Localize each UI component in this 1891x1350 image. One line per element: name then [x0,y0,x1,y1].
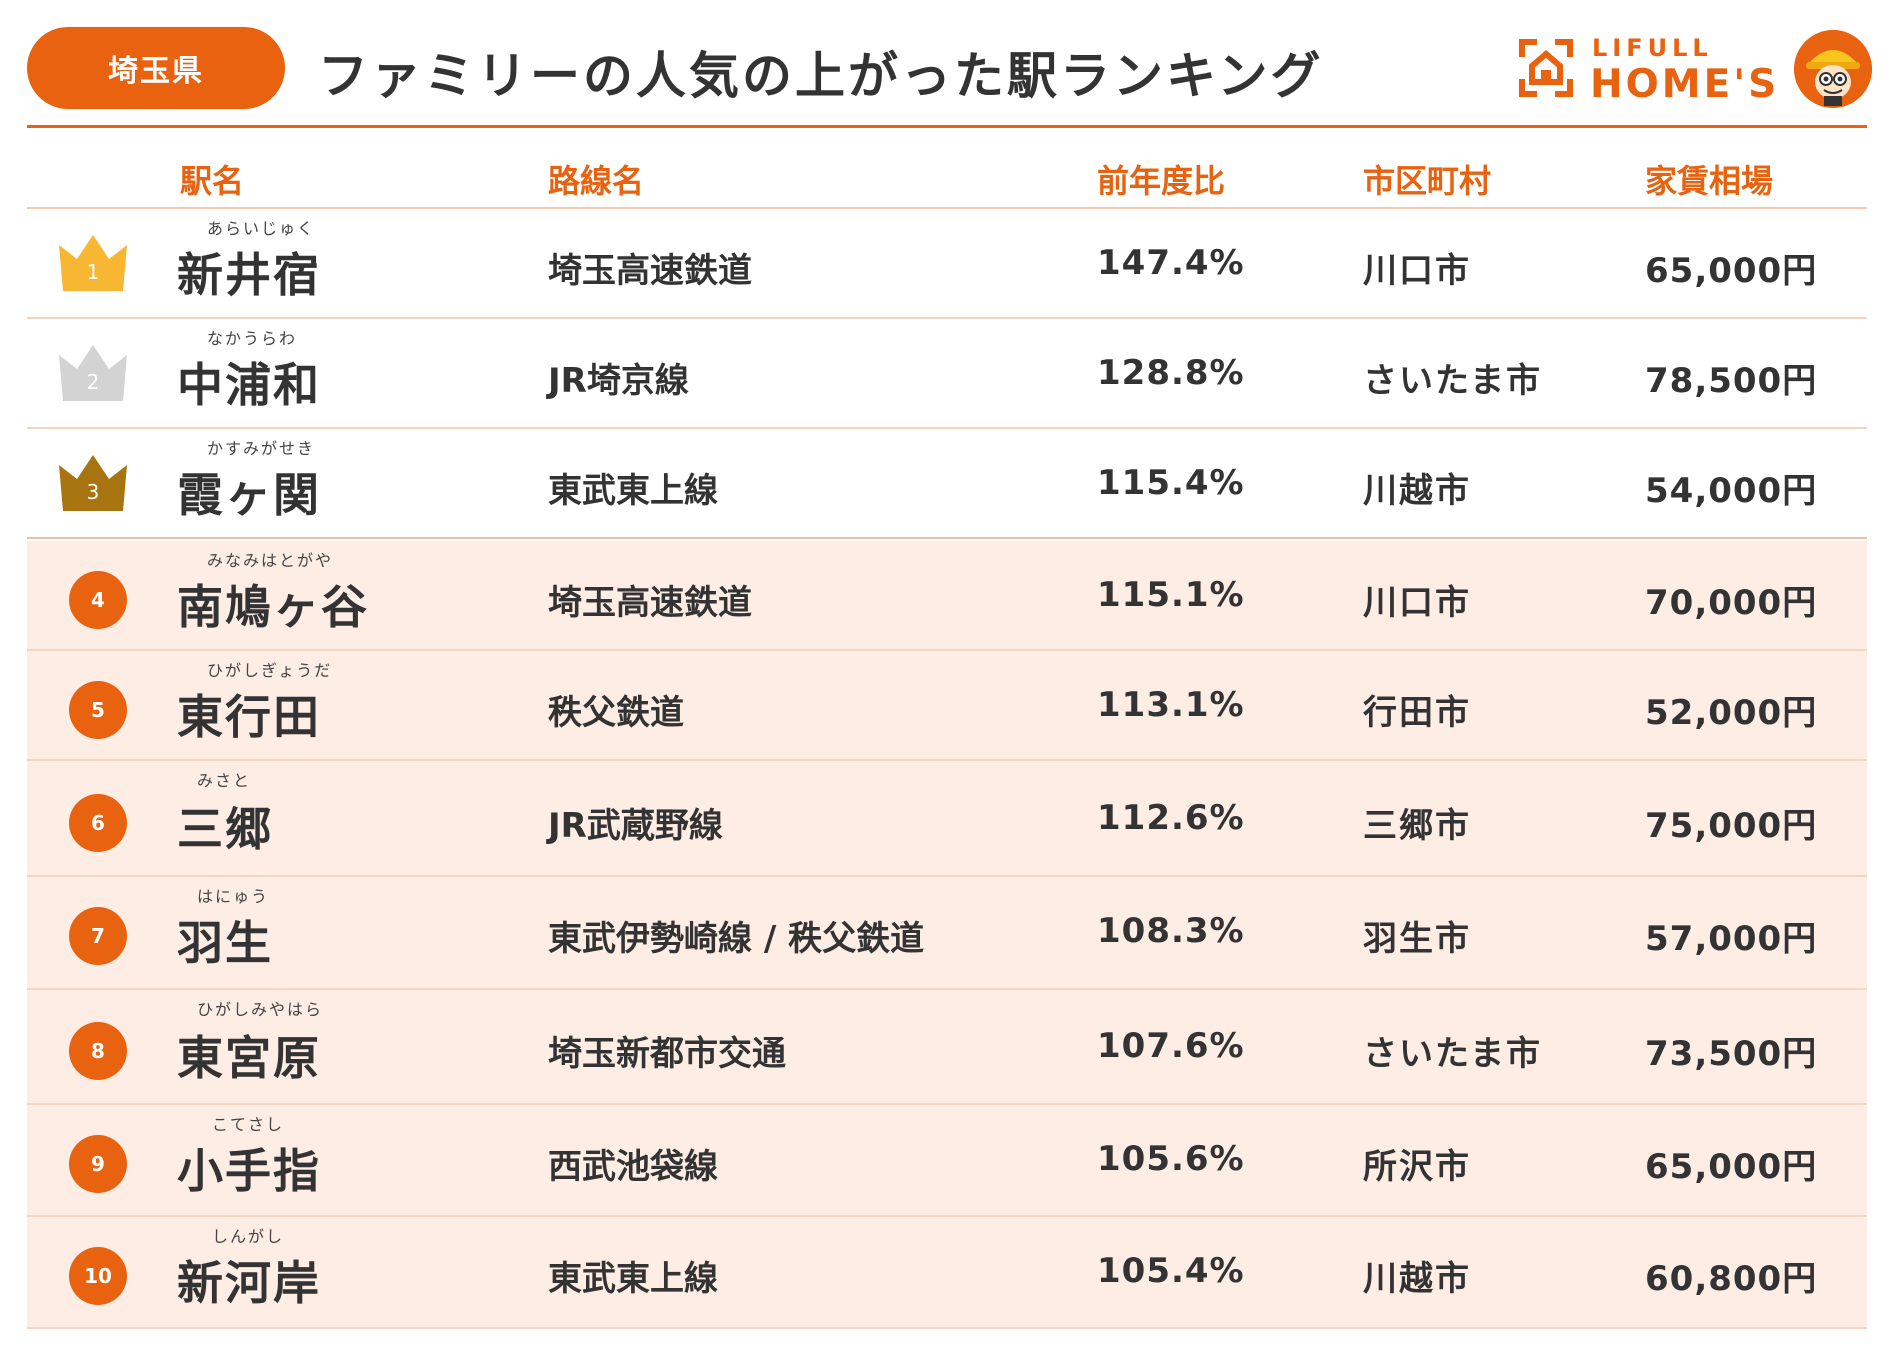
station-name: 三郷 [177,802,273,856]
line-name: JR武蔵野線 [548,806,723,846]
mascot-avatar [1794,30,1872,108]
line-name: 東武東上線 [548,1259,718,1299]
column-header-divider [27,207,1867,209]
header-divider [27,125,1867,128]
table-row: 4 みなみはとがや 南鳩ヶ谷 埼玉高速鉄道 115.1% 川口市 70,000円 [27,541,1867,651]
line-name: 西武池袋線 [548,1147,718,1187]
line-name: 秩父鉄道 [548,693,684,733]
table-row: 2 なかうらわ 中浦和 JR埼京線 128.8% さいたま市 78,500円 [27,319,1867,429]
line-name: 埼玉新都市交通 [548,1034,786,1074]
station-name: 東宮原 [177,1031,321,1085]
column-header-rent: 家賃相場 [1645,162,1774,200]
year-over-year-rate: 115.4% [1097,463,1245,503]
table-row: 10 しんがし 新河岸 東武東上線 105.4% 川越市 60,800円 [27,1217,1867,1329]
station-furigana: こてさし [212,1115,285,1134]
rent-price: 52,000円 [1645,693,1818,733]
city-name: 三郷市 [1363,806,1471,846]
logo-text-homes: HOME'S [1590,62,1780,107]
header: 埼玉県 ファミリーの人気の上がった駅ランキング LIFULL HOME'S [0,0,1891,128]
station-name: 新井宿 [177,248,321,302]
year-over-year-rate: 112.6% [1097,798,1245,838]
city-name: さいたま市 [1363,361,1542,401]
station-name: 新河岸 [177,1256,321,1310]
city-name: さいたま市 [1363,1034,1542,1074]
house-logo-icon [1519,39,1573,97]
table-row: 8 ひがしみやはら 東宮原 埼玉新都市交通 107.6% さいたま市 73,50… [27,990,1867,1105]
rank-badge: 6 [69,794,127,852]
rent-price: 73,500円 [1645,1034,1818,1074]
station-furigana: あらいじゅく [207,219,316,238]
table-row: 1 あらいじゅく 新井宿 埼玉高速鉄道 147.4% 川口市 65,000円 [27,209,1867,319]
station-name: 南鳩ヶ谷 [177,580,369,634]
rent-price: 70,000円 [1645,583,1818,623]
year-over-year-rate: 115.1% [1097,575,1245,615]
city-name: 羽生市 [1363,919,1471,959]
year-over-year-rate: 108.3% [1097,911,1245,951]
station-name: 小手指 [177,1144,321,1198]
station-furigana: かすみがせき [207,439,316,458]
gold-crown-icon: 1 [59,235,127,291]
station-name: 羽生 [177,916,273,970]
rank-badge: 7 [69,907,127,965]
city-name: 川越市 [1363,471,1471,511]
silver-crown-icon: 2 [59,345,127,401]
line-name: 東武東上線 [548,471,718,511]
rent-price: 57,000円 [1645,919,1818,959]
station-name: 霞ヶ関 [177,468,321,522]
rank-badge: 10 [69,1247,127,1305]
rent-price: 65,000円 [1645,251,1818,291]
rank-badge: 5 [69,681,127,739]
station-furigana: みなみはとがや [207,551,334,570]
bronze-crown-icon: 3 [59,455,127,511]
column-header-station: 駅名 [180,162,245,200]
line-name: 埼玉高速鉄道 [548,251,752,291]
page-title: ファミリーの人気の上がった駅ランキング [318,47,1324,105]
svg-text:2: 2 [87,370,100,394]
station-name: 東行田 [177,690,321,744]
year-over-year-rate: 113.1% [1097,685,1245,725]
svg-text:3: 3 [87,480,100,504]
prefecture-badge: 埼玉県 [27,27,285,109]
lifull-homes-logo: LIFULL HOME'S [1516,30,1876,112]
station-name: 中浦和 [177,358,321,412]
city-name: 川越市 [1363,1259,1471,1299]
column-header-rate: 前年度比 [1097,162,1226,200]
column-header-city: 市区町村 [1363,162,1492,200]
station-furigana: ひがしぎょうだ [207,661,333,680]
year-over-year-rate: 105.6% [1097,1139,1245,1179]
rank-badge: 8 [69,1022,127,1080]
year-over-year-rate: 128.8% [1097,353,1245,393]
year-over-year-rate: 147.4% [1097,243,1245,283]
logo-text-lifull: LIFULL [1592,34,1713,62]
rent-price: 75,000円 [1645,806,1818,846]
rank-badge: 4 [69,571,127,629]
city-name: 所沢市 [1363,1147,1471,1187]
station-furigana: はにゅう [197,887,270,906]
table-row: 3 かすみがせき 霞ヶ関 東武東上線 115.4% 川越市 54,000円 [27,429,1867,539]
year-over-year-rate: 105.4% [1097,1251,1245,1291]
line-name: 東武伊勢崎線 / 秩父鉄道 [548,919,925,959]
rent-price: 78,500円 [1645,361,1818,401]
station-furigana: みさと [197,771,252,790]
city-name: 川口市 [1363,583,1471,623]
svg-text:1: 1 [87,260,100,284]
rent-price: 65,000円 [1645,1147,1818,1187]
rent-price: 60,800円 [1645,1259,1818,1299]
table-row: 5 ひがしぎょうだ 東行田 秩父鉄道 113.1% 行田市 52,000円 [27,651,1867,761]
year-over-year-rate: 107.6% [1097,1026,1245,1066]
station-furigana: ひがしみやはら [197,1000,324,1019]
rent-price: 54,000円 [1645,471,1818,511]
line-name: JR埼京線 [548,361,689,401]
table-row: 6 みさと 三郷 JR武蔵野線 112.6% 三郷市 75,000円 [27,761,1867,877]
table-row: 9 こてさし 小手指 西武池袋線 105.6% 所沢市 65,000円 [27,1105,1867,1217]
line-name: 埼玉高速鉄道 [548,583,752,623]
city-name: 行田市 [1363,693,1471,733]
column-header-line: 路線名 [548,162,645,200]
table-row: 7 はにゅう 羽生 東武伊勢崎線 / 秩父鉄道 108.3% 羽生市 57,00… [27,877,1867,990]
station-furigana: なかうらわ [207,329,298,348]
rank-badge: 9 [69,1135,127,1193]
station-furigana: しんがし [212,1227,285,1246]
city-name: 川口市 [1363,251,1471,291]
